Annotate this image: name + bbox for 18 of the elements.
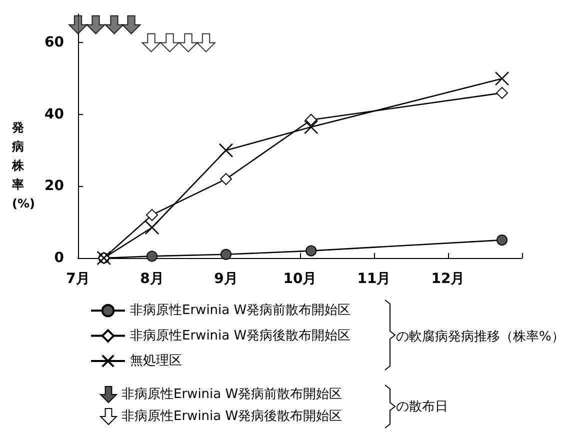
x-tick-label: 9月	[214, 271, 238, 287]
y-tick-label: 0	[54, 250, 64, 266]
legend-label: 非病原性Erwinia W発病後散布開始区	[130, 328, 351, 344]
y-tick-label: 40	[44, 106, 64, 122]
text: の軟腐病発病推移（株率%）	[396, 328, 564, 344]
legend-label: 非病原性Erwinia W発病前散布開始区	[130, 303, 351, 318]
x-tick-label: 10月	[283, 271, 317, 287]
x-tick-label: 11月	[357, 271, 391, 287]
text: の散布日	[396, 400, 448, 414]
x-tick-label: 7月	[66, 271, 90, 287]
x-tick-label: 12月	[431, 271, 465, 287]
legend-label: 無処理区	[130, 354, 182, 368]
y-axis-title: 発病株率(%)	[11, 120, 35, 210]
x-tick-label: 8月	[140, 271, 164, 287]
legend-label: 非病原性Erwinia W発病後散布開始区	[122, 409, 342, 424]
y-tick-label: 60	[44, 34, 64, 51]
legend-label: 非病原性Erwinia W発病前散布開始区	[122, 387, 342, 402]
y-tick-label: 20	[44, 178, 64, 194]
